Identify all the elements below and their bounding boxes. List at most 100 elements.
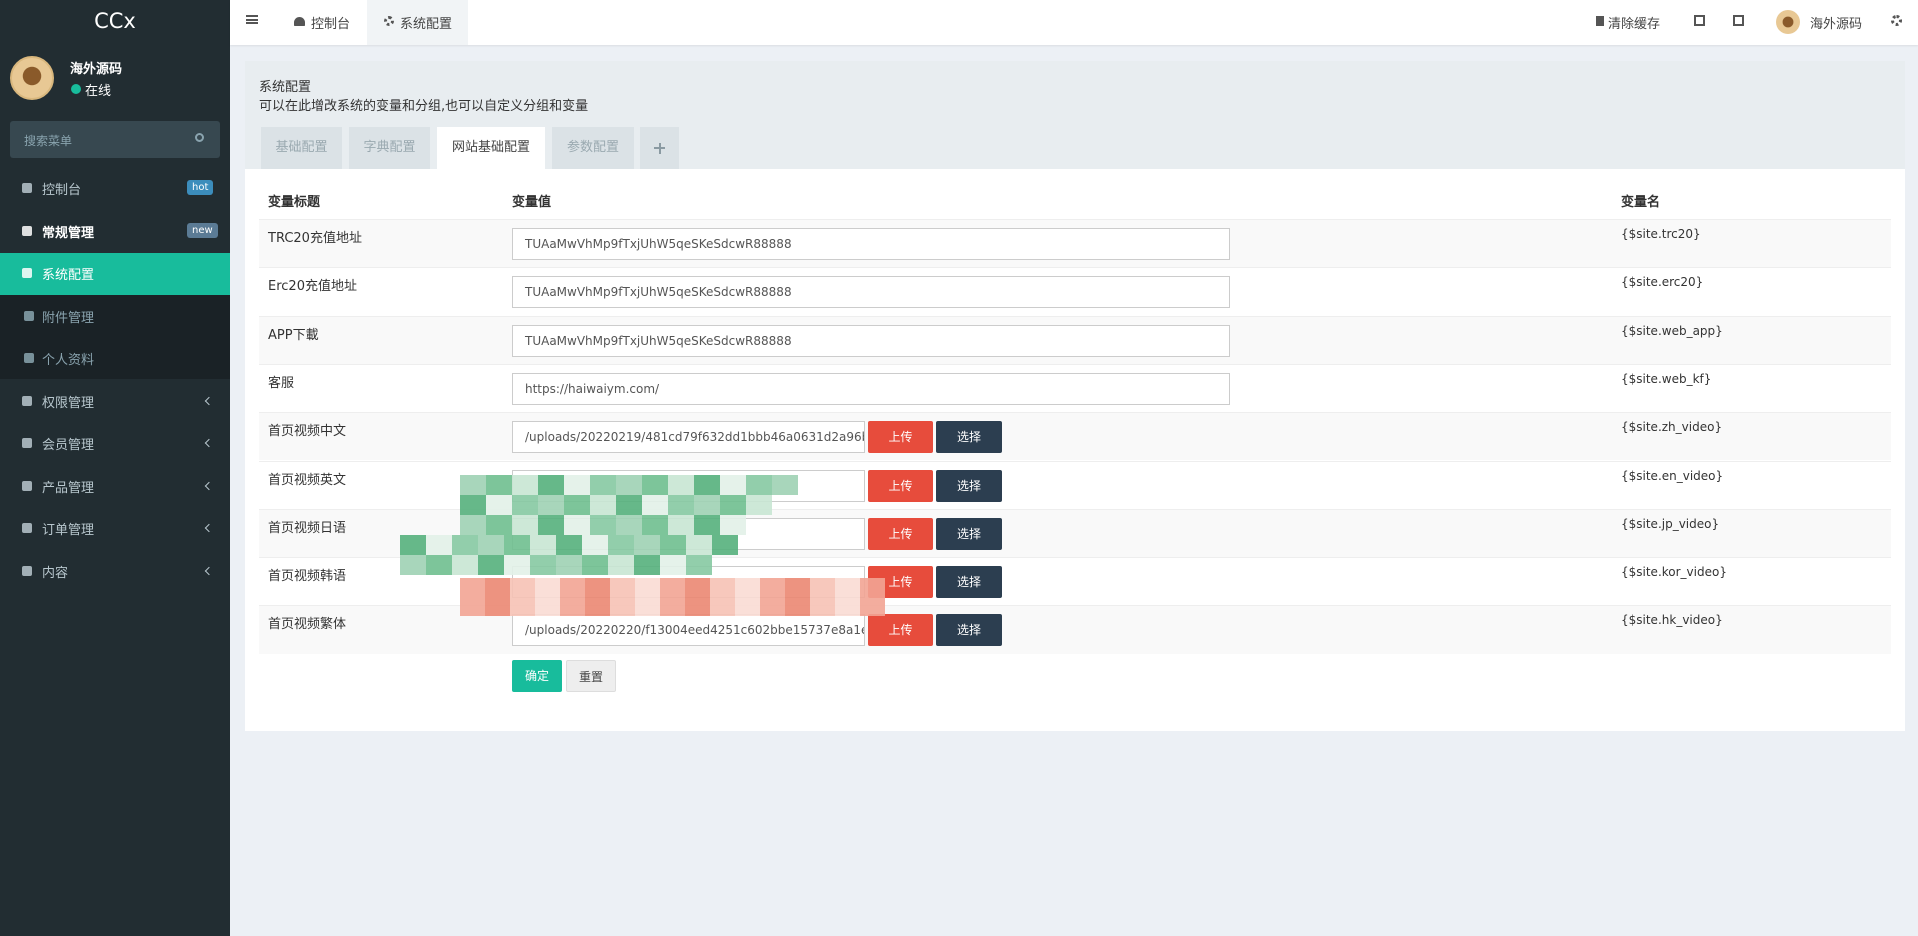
choose-button[interactable]: 选择 [936,469,1002,502]
menu-item[interactable]: 产品管理 [42,481,95,496]
var-name: {$site.zh_video} [1621,420,1723,435]
mosaic [512,475,538,495]
text-input[interactable]: TUAaMwVhMp9fTxjUhW5qeSKeSdcwR88888 [512,228,1230,260]
mosaic [685,578,710,616]
mosaic [538,515,564,535]
mosaic [426,535,452,555]
active-item[interactable] [0,253,230,295]
mosaic [452,555,478,575]
mosaic [660,555,686,575]
menu-icon [22,438,32,448]
var-title: 首页视频英文 [268,472,347,488]
menu-icon [22,566,32,576]
mosaic [608,555,634,575]
mosaic [642,495,668,515]
avatar [10,56,54,100]
text-input[interactable]: /uploads/20220219/481cd79f632dd1bbb46a06… [512,421,865,454]
menu-item[interactable]: 附件管理 [42,311,95,326]
translate-icon[interactable] [1694,15,1705,26]
mosaic [452,535,478,555]
menu-item[interactable]: 常规管理 [42,226,95,241]
search-box[interactable] [10,121,220,158]
mosaic [746,475,772,495]
var-title: Erc20充值地址 [268,279,357,295]
mosaic [668,475,694,495]
config-tab[interactable]: 字典配置 [349,127,430,169]
submenu-bg [0,295,230,379]
mosaic [564,475,590,495]
mosaic [556,535,582,555]
mosaic [486,515,512,535]
menu-item[interactable]: 订单管理 [42,523,95,538]
var-title: TRC20充值地址 [268,231,362,246]
mosaic [785,578,810,616]
mosaic [660,535,686,555]
mosaic [590,475,616,495]
panel-title: 系统配置 [259,80,312,95]
var-name: {$site.hk_video} [1621,613,1723,628]
text-input[interactable]: /uploads/20220220/f13004eed4251c602bbe15… [512,614,865,647]
choose-button[interactable]: 选择 [936,566,1002,599]
top-tab[interactable]: 系统配置 [400,17,453,32]
top-tab-active[interactable] [367,0,468,45]
menu-item[interactable]: 会员管理 [42,438,95,453]
upload-button[interactable]: 上传 [868,517,933,550]
mosaic [564,515,590,535]
top-username[interactable]: 海外源码 [1810,17,1863,32]
tab-icon [384,16,394,26]
menu-item[interactable]: 权限管理 [42,396,95,411]
menu-icon [22,523,32,533]
menu-item[interactable]: 控制台 [42,183,82,198]
mosaic [668,515,694,535]
var-name: {$site.erc20} [1621,275,1704,290]
config-tab[interactable]: 基础配置 [261,127,342,169]
mosaic [400,555,426,575]
mosaic [772,475,798,495]
mosaic [635,578,660,616]
submit-button[interactable]: 确定 [512,660,562,692]
mosaic [686,535,712,555]
settings-icon[interactable] [1891,15,1902,26]
text-input[interactable]: TUAaMwVhMp9fTxjUhW5qeSKeSdcwR88888 [512,276,1230,309]
mosaic [616,515,642,535]
text-input[interactable]: https://haiwaiym.com/ [512,372,1230,405]
mosaic [694,495,720,515]
menu-icon [24,353,34,363]
menu-item[interactable]: 个人资料 [42,353,95,368]
plus-v [658,142,661,154]
mosaic [810,578,835,616]
var-name: {$site.kor_video} [1621,565,1727,580]
mosaic [400,535,426,555]
upload-button[interactable]: 上传 [868,421,933,454]
reset-button[interactable]: 重置 [566,660,616,692]
mosaic [556,555,582,575]
top-tab[interactable]: 控制台 [311,17,351,32]
mosaic [694,475,720,495]
mosaic [530,555,556,575]
var-title: 客服 [268,375,295,391]
menu-icon [24,311,34,321]
upload-button[interactable]: 上传 [868,614,933,647]
mosaic [485,578,510,616]
topbar [230,0,1918,45]
search-placeholder: 搜索菜单 [24,134,73,148]
menu-item[interactable]: 系统配置 [42,268,95,283]
config-tab[interactable]: 参数配置 [552,127,634,169]
upload-button[interactable]: 上传 [868,469,933,502]
mosaic [582,535,608,555]
choose-button[interactable]: 选择 [936,421,1002,454]
mosaic [486,495,512,515]
config-tab[interactable]: 网站基础配置 [437,127,545,169]
mosaic [560,578,585,616]
choose-button[interactable]: 选择 [936,517,1002,550]
fullscreen-icon[interactable] [1733,15,1744,26]
menu-toggle[interactable] [246,15,258,24]
clear-cache[interactable]: 清除缓存 [1608,17,1661,32]
table-header: 变量名 [1621,195,1661,210]
menu-item[interactable]: 内容 [42,566,69,581]
var-title: 首页视频繁体 [268,617,347,633]
text-input[interactable]: TUAaMwVhMp9fTxjUhW5qeSKeSdcwR88888 [512,324,1230,357]
trash-icon [1596,16,1604,26]
mosaic [760,578,785,616]
choose-button[interactable]: 选择 [936,614,1002,647]
